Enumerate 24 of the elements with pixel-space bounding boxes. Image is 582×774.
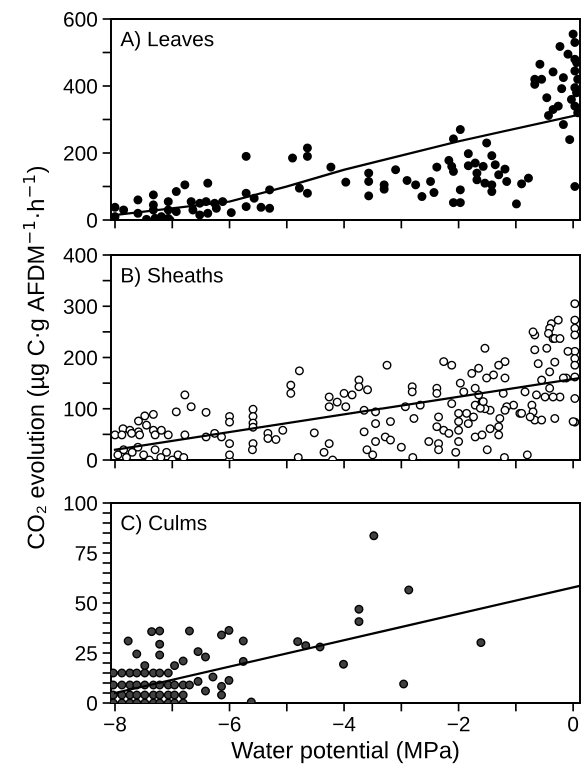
y-tick-label: 75 — [76, 546, 97, 561]
y-tick-label: 50 — [75, 596, 97, 611]
y-tick-label: 100 — [64, 402, 97, 417]
x-tick-label: −2 — [448, 716, 470, 732]
x-axis-title: Water potential (MPa) — [231, 741, 458, 764]
y-tick-label: 200 — [64, 350, 97, 366]
y-axis-title: CO₂ evolution (µg C·g AFDM$^{−1}$·h$^{−1}$) — [22, 166, 49, 548]
x-tick-label: 0 — [568, 716, 578, 732]
y-tick-label: 600 — [64, 12, 97, 27]
y-tick-label: 0 — [87, 213, 97, 228]
x-tick-label: −6 — [218, 716, 240, 732]
y-tick-label: 400 — [64, 79, 97, 94]
y-tick-label: 0 — [87, 696, 97, 711]
y-tick-label: 200 — [64, 146, 97, 161]
x-tick-label: −4 — [333, 716, 356, 732]
y-tick-label: 0 — [87, 453, 97, 468]
y-tick-label: 100 — [64, 496, 97, 511]
x-tick-label: −8 — [104, 716, 126, 732]
y-tick-label: 25 — [76, 646, 97, 661]
text: A) Leaves — [120, 31, 214, 50]
text: B) Sheaths — [122, 267, 223, 287]
text: C) Culms — [121, 515, 206, 534]
y-tick-label: 300 — [64, 299, 97, 314]
y-tick-label: 400 — [64, 248, 97, 263]
